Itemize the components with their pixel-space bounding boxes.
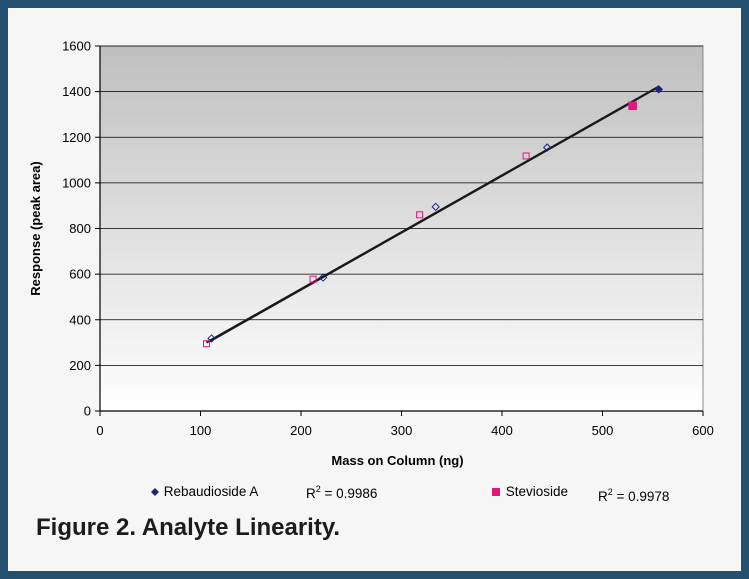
y-tick-label: 1400 [62, 84, 91, 99]
x-tick-label: 200 [290, 423, 312, 438]
y-tick-label: 600 [69, 267, 91, 282]
square-marker-icon [491, 487, 502, 498]
legend-label-stevioside: Stevioside [506, 484, 568, 499]
r-squared-stevioside: R2 = 0.9978 [598, 487, 669, 504]
y-tick-label: 0 [84, 404, 91, 419]
y-tick-label: 1200 [62, 130, 91, 145]
x-tick-label: 400 [491, 423, 513, 438]
legend-label-rebaudioside-a: Rebaudioside A [164, 484, 259, 499]
legend-item-rebaudioside-a: Rebaudioside A [150, 484, 258, 499]
r-squared-symbol: R [306, 486, 316, 501]
y-tick-label: 1600 [62, 39, 91, 54]
figure-panel: 0 200 400 600 800 1000 1200 1400 1600 0 100 200 300 4… [8, 8, 741, 571]
x-tick-label: 600 [692, 423, 714, 438]
x-tick-label: 500 [592, 423, 614, 438]
x-tick-label: 0 [96, 423, 103, 438]
r-squared-rebaudioside-a: R2 = 0.9986 [306, 484, 377, 501]
x-tick-label: 100 [190, 423, 212, 438]
r-squared-symbol: R [598, 489, 608, 504]
y-tick-label: 800 [69, 221, 91, 236]
x-tick-label: 300 [391, 423, 413, 438]
r-squared-value: = 0.9986 [321, 486, 378, 501]
r-squared-value: = 0.9978 [613, 489, 670, 504]
y-tick-label: 1000 [62, 175, 91, 190]
y-tick-label: 200 [69, 358, 91, 373]
y-tick-label: 400 [69, 312, 91, 327]
scatter-chart: 0 200 400 600 800 1000 1200 1400 1600 0 100 200 300 4… [8, 8, 741, 478]
figure-caption: Figure 2. Analyte Linearity. [36, 514, 340, 542]
x-axis-title: Mass on Column (ng) [331, 453, 463, 468]
y-axis-title: Response (peak area) [28, 161, 43, 295]
legend-item-stevioside: Stevioside [491, 484, 568, 499]
data-point-stevioside [629, 102, 637, 110]
diamond-marker-icon [150, 487, 160, 497]
